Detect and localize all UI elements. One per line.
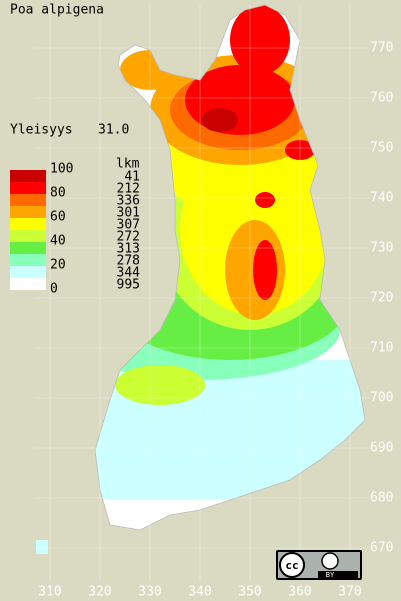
legend-swatch bbox=[10, 278, 46, 290]
legend-swatch bbox=[10, 266, 46, 278]
y-label: 760 bbox=[370, 91, 393, 106]
legend-count: 272 bbox=[117, 230, 140, 245]
grid: 770 760 750 740 730 720 710 700 690 680 670 310 320 3… bbox=[35, 5, 393, 600]
count-header: lkm bbox=[116, 157, 140, 172]
license-badge: cc BY bbox=[276, 550, 362, 580]
aland bbox=[36, 540, 48, 554]
by-text: BY bbox=[326, 571, 335, 579]
x-label: 360 bbox=[288, 585, 311, 600]
legend-swatch bbox=[10, 170, 46, 182]
legend-scale: 40 bbox=[50, 234, 66, 249]
y-label: 730 bbox=[370, 241, 393, 256]
x-label: 370 bbox=[338, 585, 361, 600]
legend-scale: 80 bbox=[50, 186, 66, 201]
y-label: 680 bbox=[370, 491, 393, 506]
x-label: 350 bbox=[238, 585, 261, 600]
frequency-label: Yleisyys bbox=[10, 123, 73, 138]
legend-count: 336 bbox=[117, 194, 140, 209]
legend-count: 301 bbox=[117, 206, 140, 221]
legend-scale: 60 bbox=[50, 210, 66, 225]
title: Poa alpigena bbox=[10, 3, 104, 18]
legend-scale: 0 bbox=[50, 282, 58, 297]
legend-count: 41 bbox=[124, 170, 140, 185]
legend-count: 995 bbox=[117, 278, 140, 293]
legend-swatch bbox=[10, 194, 46, 206]
legend-swatch bbox=[10, 230, 46, 242]
legend-swatch bbox=[10, 254, 46, 266]
legend-count: 313 bbox=[117, 242, 140, 257]
y-label: 710 bbox=[370, 341, 393, 356]
y-label: 740 bbox=[370, 191, 393, 206]
legend-swatch bbox=[10, 242, 46, 254]
cc-text: cc bbox=[285, 559, 298, 572]
legend-count: 307 bbox=[117, 218, 140, 233]
country-outline bbox=[94, 4, 366, 531]
y-label: 700 bbox=[370, 391, 393, 406]
y-label: 720 bbox=[370, 291, 393, 306]
x-label: 330 bbox=[138, 585, 161, 600]
x-label: 310 bbox=[38, 585, 61, 600]
legend-swatch bbox=[10, 206, 46, 218]
legend-scale: 100 bbox=[50, 162, 73, 177]
frequency-value: 31.0 bbox=[98, 123, 129, 138]
x-label: 340 bbox=[188, 585, 211, 600]
legend-scale: 20 bbox=[50, 258, 66, 273]
legend-count: 278 bbox=[117, 254, 140, 269]
legend-swatch bbox=[10, 182, 46, 194]
y-label: 750 bbox=[370, 141, 393, 156]
y-label: 670 bbox=[370, 541, 393, 556]
legend-count: 344 bbox=[117, 266, 141, 281]
y-label: 690 bbox=[370, 441, 393, 456]
legend-swatch bbox=[10, 218, 46, 230]
x-label: 320 bbox=[88, 585, 111, 600]
legend-count: 212 bbox=[117, 182, 140, 197]
y-label: 770 bbox=[370, 41, 393, 56]
